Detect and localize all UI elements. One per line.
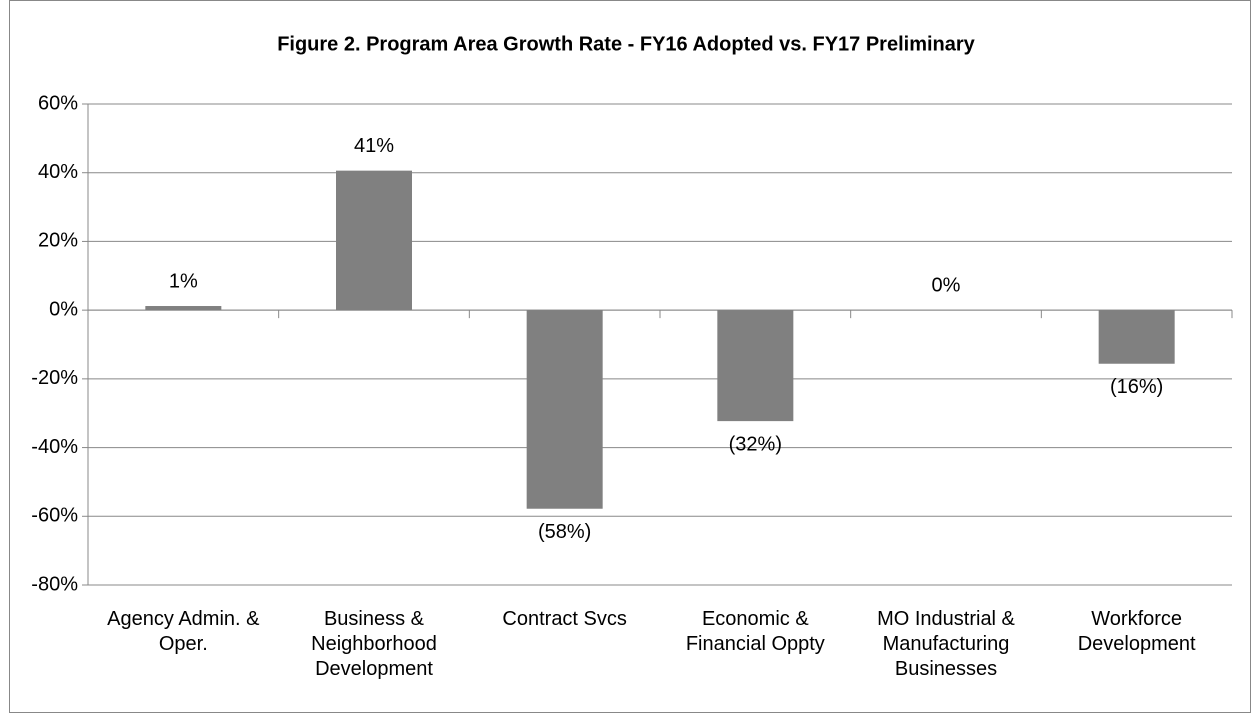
data-label: (32%) [729, 433, 782, 455]
y-tick-label: -40% [31, 436, 78, 458]
x-tick-label: Economic & Financial Oppty [685, 608, 825, 655]
y-tick-label: 60% [38, 92, 78, 114]
y-tick-label: 40% [38, 161, 78, 183]
y-tick-label: -80% [31, 573, 78, 595]
data-label: 0% [932, 274, 961, 296]
y-tick-label: -60% [31, 505, 78, 527]
bar [526, 310, 603, 509]
y-tick-label: 0% [49, 298, 78, 320]
x-tick-label: Contract Svcs [502, 608, 627, 630]
data-label: (58%) [538, 521, 591, 543]
bar [717, 310, 794, 422]
data-label: 1% [169, 270, 198, 292]
x-tick-label: Business & Neighborhood Development [311, 608, 437, 680]
y-tick-label: 20% [38, 230, 78, 252]
bar [145, 306, 222, 311]
chart-title: Figure 2. Program Area Growth Rate - FY1… [277, 33, 975, 55]
y-tick-label: -20% [31, 367, 78, 389]
bar [1098, 310, 1175, 364]
data-label: (16%) [1110, 376, 1163, 398]
x-tick-label: MO Industrial & Manufacturing Businesses [877, 608, 1015, 680]
x-tick-label: Agency Admin. & Oper. [107, 608, 260, 655]
data-label: 41% [354, 135, 394, 157]
x-tick-label: Workforce Development [1077, 608, 1196, 655]
chart-border [9, 0, 1251, 713]
bar [336, 170, 412, 311]
